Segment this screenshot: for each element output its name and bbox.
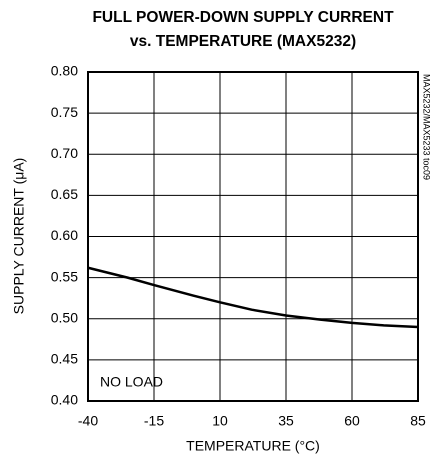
y-tick-label: 0.65: [51, 186, 78, 202]
x-tick-label: 35: [278, 413, 294, 429]
y-tick-label: 0.70: [51, 145, 78, 161]
annotation: NO LOAD: [100, 374, 163, 390]
chart-title: vs. TEMPERATURE (MAX5232): [130, 33, 356, 50]
y-tick-label: 0.45: [51, 351, 78, 367]
x-tick-label: -40: [78, 413, 98, 429]
x-tick-label: 10: [212, 413, 228, 429]
y-tick-label: 0.50: [51, 309, 78, 325]
x-axis-label: TEMPERATURE (°C): [186, 438, 320, 454]
y-tick-label: 0.40: [51, 392, 78, 408]
y-tick-label: 0.75: [51, 104, 78, 120]
y-axis-label: SUPPLY CURRENT (μA): [11, 158, 27, 315]
plot-frame: [87, 71, 419, 402]
chart-title: FULL POWER-DOWN SUPPLY CURRENT: [92, 9, 394, 26]
y-tick-label: 0.55: [51, 268, 78, 284]
x-tick-label: 85: [410, 413, 426, 429]
y-tick-label: 0.80: [51, 63, 78, 79]
data-line: [87, 266, 419, 329]
y-tick-label: 0.60: [51, 227, 78, 243]
annotation: MAX5232/MAX5233 toc09: [422, 74, 432, 180]
x-tick-label: -15: [144, 413, 164, 429]
x-tick-label: 60: [344, 413, 360, 429]
